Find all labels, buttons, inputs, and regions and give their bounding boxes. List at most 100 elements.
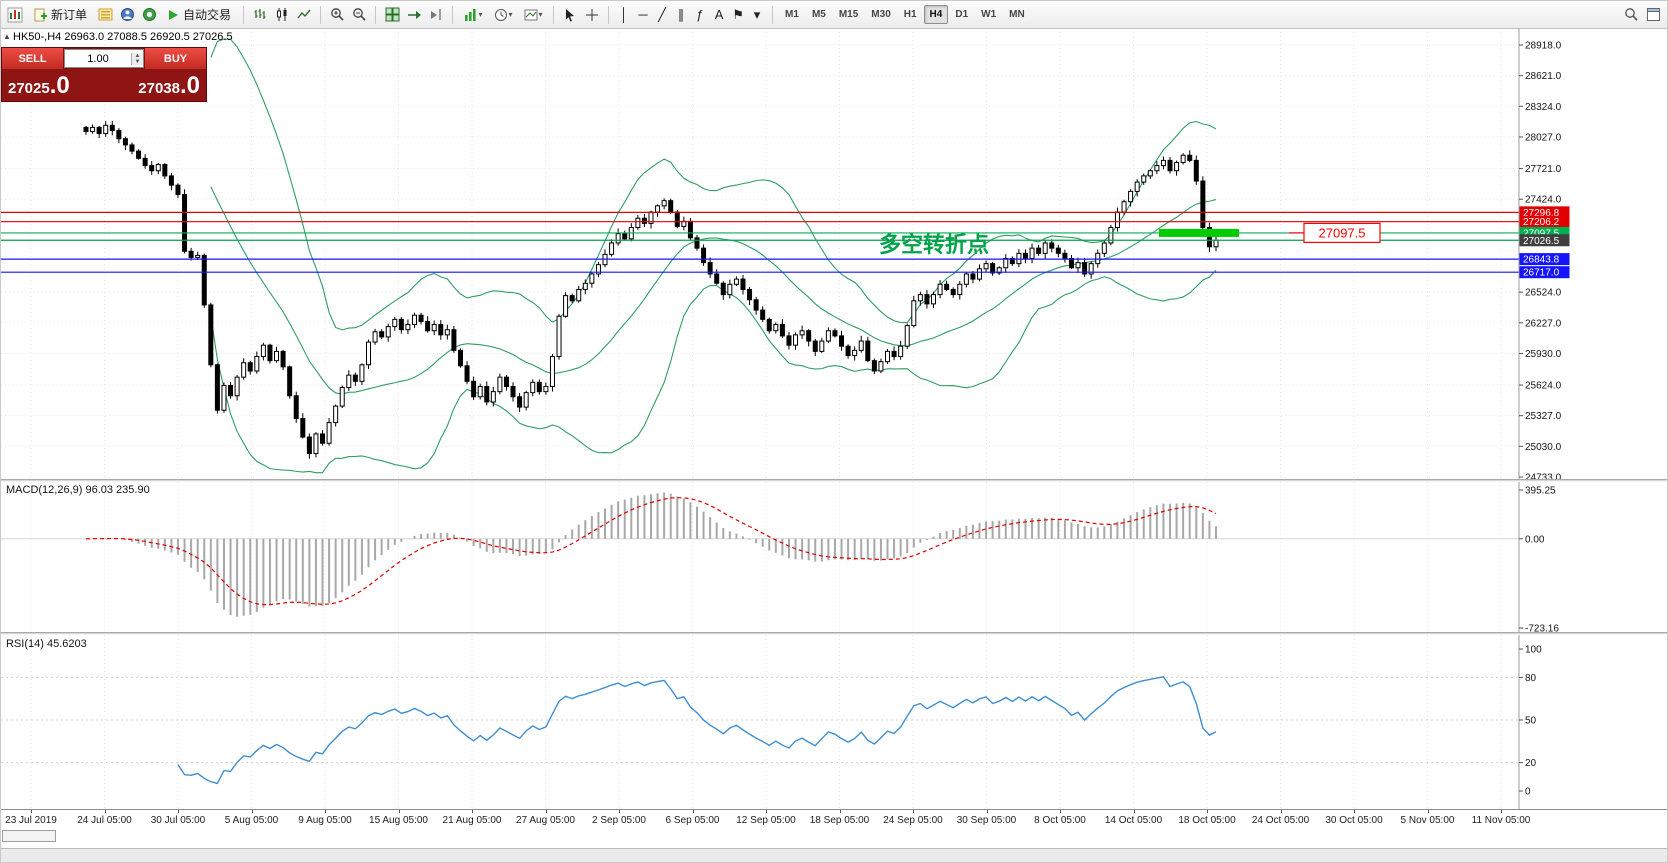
- pane-splitter[interactable]: [1, 479, 1667, 482]
- templates-dropdown[interactable]: ▾: [519, 5, 547, 25]
- toolbar-separator: [608, 5, 610, 24]
- grid: [1, 28, 1519, 479]
- sell-price[interactable]: 27025.0: [2, 69, 104, 101]
- buy-price[interactable]: 27038.0: [104, 69, 206, 101]
- svg-text:100: 100: [1525, 645, 1542, 656]
- macd-axis: 395.25 0.00 -723.16: [1518, 482, 1559, 632]
- macd-indicator-pane[interactable]: 395.25 0.00 -723.16: [1, 482, 1668, 632]
- time-tick: [839, 810, 841, 813]
- expert-advisor-icon[interactable]: [139, 5, 159, 25]
- volume-input[interactable]: 1.00 ▲ ▼: [64, 49, 144, 68]
- timeframe-mn[interactable]: MN: [1009, 9, 1025, 20]
- volume-down-icon: ▼: [132, 58, 143, 65]
- highlight-rectangle[interactable]: [1159, 228, 1239, 237]
- time-label: 18 Sep 05:00: [809, 815, 870, 826]
- trendline-icon[interactable]: ╱: [658, 6, 666, 22]
- horizontal-line-icon[interactable]: ─: [638, 7, 648, 22]
- timeframe-h1[interactable]: H1: [903, 9, 917, 20]
- svg-text:25030.0: 25030.0: [1525, 442, 1562, 453]
- timeframe-m30[interactable]: M30: [871, 9, 891, 20]
- fibonacci-icon[interactable]: ƒ: [696, 7, 704, 22]
- timeframe-h4[interactable]: H4: [923, 5, 949, 24]
- toolbar-separator: [772, 5, 774, 24]
- price-axis: 28918.0 28621.0 28324.0 28027.0 27721.0 27424…: [1518, 28, 1562, 479]
- time-label: 18 Oct 05:00: [1178, 815, 1236, 826]
- crosshair-icon[interactable]: [582, 5, 602, 25]
- arrow-label-icon[interactable]: ⚑: [732, 6, 744, 22]
- candlestick-chart-type-icon[interactable]: [272, 5, 292, 25]
- time-tick: [325, 810, 326, 813]
- svg-text:28621.0: 28621.0: [1525, 71, 1562, 82]
- equidistant-channel-icon[interactable]: ∥: [677, 6, 685, 22]
- svg-text:26843.8: 26843.8: [1523, 255, 1560, 266]
- navigator-icon[interactable]: [117, 5, 137, 25]
- periods-dropdown[interactable]: ▾: [489, 5, 517, 25]
- buy-price-main: 27038: [138, 80, 180, 97]
- time-label: 8 Oct 05:00: [1034, 815, 1086, 826]
- toolbar-separator: [243, 5, 245, 24]
- volume-value: 1.00: [87, 52, 109, 65]
- volume-stepper[interactable]: ▲ ▼: [131, 52, 143, 65]
- sell-price-pips: .0: [49, 72, 70, 99]
- svg-text:20: 20: [1525, 758, 1537, 769]
- svg-text:27206.2: 27206.2: [1523, 217, 1560, 228]
- bar-chart-type-icon[interactable]: [250, 5, 270, 25]
- chart-shift-icon[interactable]: [426, 5, 446, 25]
- new-window-icon[interactable]: [1643, 5, 1663, 25]
- new-order-button[interactable]: 新订单: [27, 4, 93, 26]
- main-chart-pane[interactable]: 28918.0 28621.0 28324.0 28027.0 27721.0 27424…: [1, 28, 1668, 479]
- time-label: 5 Aug 05:00: [224, 815, 279, 826]
- new-order-icon: [34, 8, 47, 21]
- buy-button[interactable]: BUY: [145, 48, 206, 69]
- cursor-icon[interactable]: [560, 5, 580, 25]
- shapes-dropdown-icon[interactable]: ▾: [753, 6, 761, 22]
- price-callout[interactable]: 27097.5: [1289, 222, 1381, 244]
- auto-trading-button[interactable]: 自动交易: [161, 4, 237, 26]
- time-tick: [1501, 810, 1502, 813]
- time-axis[interactable]: 23 Jul 2019 24 Jul 05:00 30 Jul 05:00 5 Aug…: [1, 809, 1667, 832]
- time-label: 14 Oct 05:00: [1104, 815, 1163, 826]
- auto-scroll-icon[interactable]: [404, 5, 424, 25]
- line-chart-type-icon[interactable]: [294, 5, 314, 25]
- horizontal-level-lines[interactable]: [1, 211, 1519, 273]
- one-click-panel-toggle[interactable]: ▲: [3, 32, 11, 41]
- time-label: 24 Sep 05:00: [883, 815, 943, 826]
- grid: [1, 635, 1519, 809]
- volume-up-icon: ▲: [132, 52, 143, 59]
- text-tool-icon[interactable]: A: [714, 7, 724, 22]
- time-label: 27 Aug 05:00: [516, 815, 575, 826]
- svg-text:27097.5: 27097.5: [1319, 225, 1366, 240]
- svg-text:27026.5: 27026.5: [1523, 236, 1560, 247]
- vertical-line-icon[interactable]: │: [619, 7, 629, 22]
- rsi-indicator-pane[interactable]: 100 80 50 20 0: [1, 635, 1668, 809]
- market-watch-icon[interactable]: [95, 5, 115, 25]
- timeframe-m15[interactable]: M15: [838, 9, 859, 20]
- sell-button[interactable]: SELL: [2, 48, 63, 69]
- horizontal-scrollbar-thumb[interactable]: [2, 830, 56, 842]
- zoom-in-icon[interactable]: [327, 5, 347, 25]
- timeframe-w1[interactable]: W1: [981, 9, 997, 20]
- sell-price-main: 27025: [8, 80, 50, 97]
- svg-text:80: 80: [1525, 673, 1537, 684]
- annotation-text[interactable]: 多空转折点: [879, 232, 989, 257]
- timeframe-group: M1 M5 M15 M30 H1 H4 D1 W1 MN: [779, 5, 1031, 24]
- timeframe-m5[interactable]: M5: [811, 9, 826, 20]
- zoom-out-icon[interactable]: [349, 5, 369, 25]
- time-tick: [913, 810, 914, 813]
- time-label: 11 Nov 05:00: [1471, 815, 1531, 826]
- search-icon[interactable]: [1621, 5, 1641, 25]
- chart-ohlc-header: HK50-,H4 26963.0 27088.5 26920.5 27026.5: [13, 31, 233, 43]
- grid: [1, 482, 1519, 632]
- tile-windows-icon[interactable]: [382, 5, 402, 25]
- indicators-dropdown[interactable]: ▾: [459, 5, 487, 25]
- svg-text:28918.0: 28918.0: [1525, 41, 1562, 52]
- time-tick: [472, 810, 473, 813]
- timeframe-m1[interactable]: M1: [785, 9, 799, 20]
- pane-splitter[interactable]: [1, 632, 1667, 635]
- time-tick: [1354, 810, 1355, 813]
- macd-label: MACD(12,26,9) 96.03 235.90: [6, 484, 150, 496]
- time-tick: [986, 810, 988, 813]
- timeframe-d1[interactable]: D1: [955, 9, 969, 20]
- time-label: 30 Jul 05:00: [150, 815, 206, 826]
